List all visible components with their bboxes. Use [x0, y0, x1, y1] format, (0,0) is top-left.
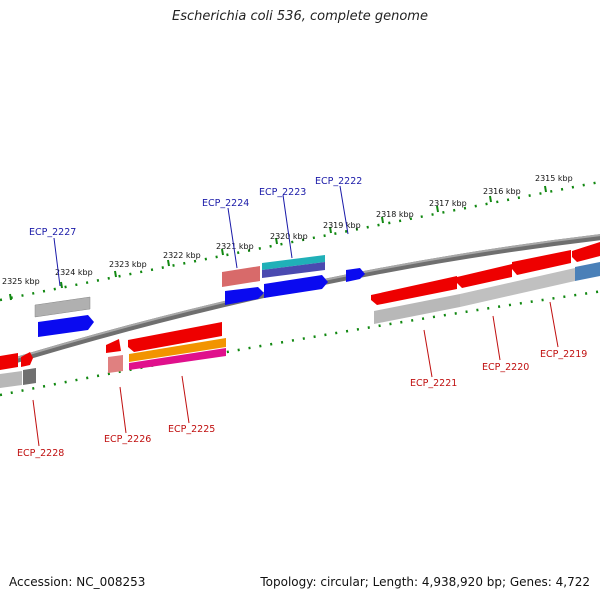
gene-ecp-2223 [264, 275, 328, 298]
gene-ecp-2219-red2 [572, 242, 600, 262]
gene-ecp-2224 [225, 287, 264, 305]
genes-upper-strand [34, 255, 365, 337]
tick-label: 2325 kbp [2, 277, 40, 286]
tick-label: 2315 kbp [535, 174, 573, 183]
gene-label-ecp-2225: ECP_2225 [168, 424, 215, 435]
gene-label-ecp-2222: ECP_2222 [315, 176, 362, 187]
gene-ecp-2226-red [106, 339, 121, 353]
gene-ecp-2227 [38, 315, 94, 337]
gene-ecp-2225-magenta [129, 348, 226, 370]
tick-label: 2321 kbp [216, 242, 254, 251]
gene-label-ecp-2226: ECP_2226 [104, 434, 151, 445]
gene-ecp-2227-gray [34, 296, 91, 318]
gene-ecp-2220-red [457, 264, 512, 288]
tick-label: 2323 kbp [109, 260, 147, 269]
gene-label-ecp-2219: ECP_2219 [540, 349, 587, 360]
leader-ecp-2223 [282, 194, 293, 259]
gene-ecp-2228-red [0, 353, 18, 370]
gene-ecp-2225-orange [129, 338, 226, 362]
major-ticks [9, 185, 547, 301]
gene-ecp-2220-gray [460, 268, 575, 307]
leader-ecp-2220 [492, 315, 501, 361]
gene-label-ecp-2227: ECP_2227 [29, 227, 76, 238]
gene-label-ecp-2223: ECP_2223 [259, 187, 306, 198]
map-title: Escherichia coli 536, complete genome [172, 9, 428, 24]
leader-ecp-2228 [32, 399, 40, 447]
gene-ecp-2228-darkgray [23, 368, 36, 385]
leader-ecp-2224 [227, 207, 238, 269]
gene-ecp-2228-red-small [21, 352, 33, 367]
gene-ecp-2221-red [371, 276, 457, 305]
leader-ecp-2227 [53, 237, 61, 287]
gene-ecp-2226-pink [108, 355, 123, 373]
gene-label-ecp-2221: ECP_2221 [410, 378, 457, 389]
gene-ecp-2228-gray [0, 371, 22, 388]
gene-ecp-2225-red [128, 322, 222, 352]
gene-ecp-2222 [346, 268, 365, 282]
gene-ecp-2221-gray [374, 294, 460, 324]
gene-ecp-2219-red [512, 250, 571, 275]
gene-ecp-2223-purple [262, 262, 325, 278]
tick-label: 2322 kbp [163, 251, 201, 260]
gene-ecp-2219-steel [575, 262, 600, 281]
genes-lower-strand [0, 242, 600, 388]
genome-summary: Topology: circular; Length: 4,938,920 bp… [260, 575, 590, 589]
tick-label: 2319 kbp [323, 221, 361, 230]
gene-label-ecp-2228: ECP_2228 [17, 448, 64, 459]
tick-label: 2324 kbp [55, 268, 93, 277]
tick-label: 2318 kbp [376, 210, 414, 219]
leader-ecp-2226 [119, 386, 127, 434]
accession-label: Accession: NC_008253 [9, 575, 146, 589]
tick-label: 2316 kbp [483, 187, 521, 196]
gene-label-ecp-2224: ECP_2224 [202, 198, 249, 209]
gene-label-ecp-2220: ECP_2220 [482, 362, 529, 373]
gene-ecp-2223-teal [262, 255, 325, 270]
upper-tick-track [0, 180, 600, 302]
gene-labels: ECP_2227 ECP_2224 ECP_2223 ECP_2222 ECP_… [17, 176, 587, 459]
tick-label: 2317 kbp [429, 199, 467, 208]
leader-ecp-2219 [549, 301, 559, 348]
leader-ecp-2222 [339, 185, 349, 235]
gene-ecp-2224-pink [222, 266, 260, 287]
leader-ecp-2221 [423, 329, 433, 378]
leader-lines [32, 185, 559, 447]
leader-ecp-2225 [181, 375, 190, 424]
